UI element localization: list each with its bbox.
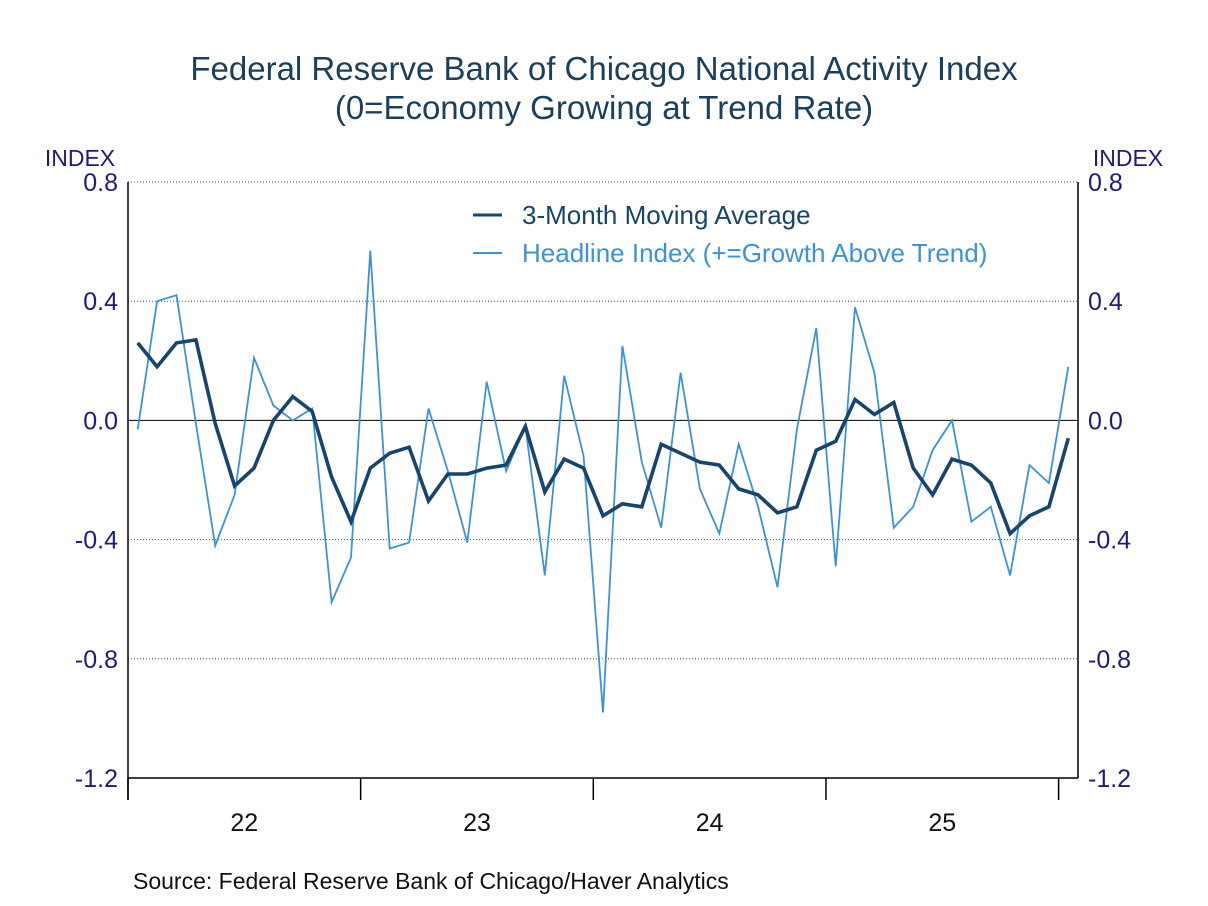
x-tick-label: 22 [230, 809, 258, 837]
y-axis-label-right: INDEX [1093, 145, 1163, 171]
series-line-headline [136, 250, 1070, 713]
y-tick-label-right: -0.4 [1088, 527, 1131, 555]
y-tick-label-left: 0.0 [83, 407, 118, 435]
y-tick-label-left: 0.8 [83, 169, 118, 197]
y-tick-label-right: 0.0 [1088, 407, 1123, 435]
series-line-moving-average [136, 337, 1071, 537]
y-tick-label-right: -1.2 [1088, 765, 1131, 793]
x-tick-label: 24 [696, 809, 724, 837]
y-tick-label-right: 0.8 [1088, 169, 1123, 197]
chart-title: Federal Reserve Bank of Chicago National… [190, 50, 1018, 87]
y-tick-label-left: -0.4 [75, 527, 118, 555]
y-tick-label-right: -0.8 [1088, 646, 1131, 674]
y-tick-label-left: -0.8 [75, 646, 118, 674]
y-tick-label-right: 0.4 [1088, 288, 1123, 316]
legend-label-moving-average: 3-Month Moving Average [522, 200, 811, 230]
legend-label-headline: Headline Index (+=Growth Above Trend) [522, 238, 987, 268]
legend: 3-Month Moving Average Headline Index (+… [473, 200, 987, 268]
source-note: Source: Federal Reserve Bank of Chicago/… [133, 868, 729, 894]
y-axis-label-left: INDEX [45, 145, 115, 171]
y-tick-label-left: -1.2 [75, 765, 118, 793]
x-tick-label: 25 [928, 809, 956, 837]
y-tick-label-left: 0.4 [83, 288, 118, 316]
chart-subtitle: (0=Economy Growing at Trend Rate) [335, 89, 873, 126]
x-tick-label: 23 [463, 809, 491, 837]
